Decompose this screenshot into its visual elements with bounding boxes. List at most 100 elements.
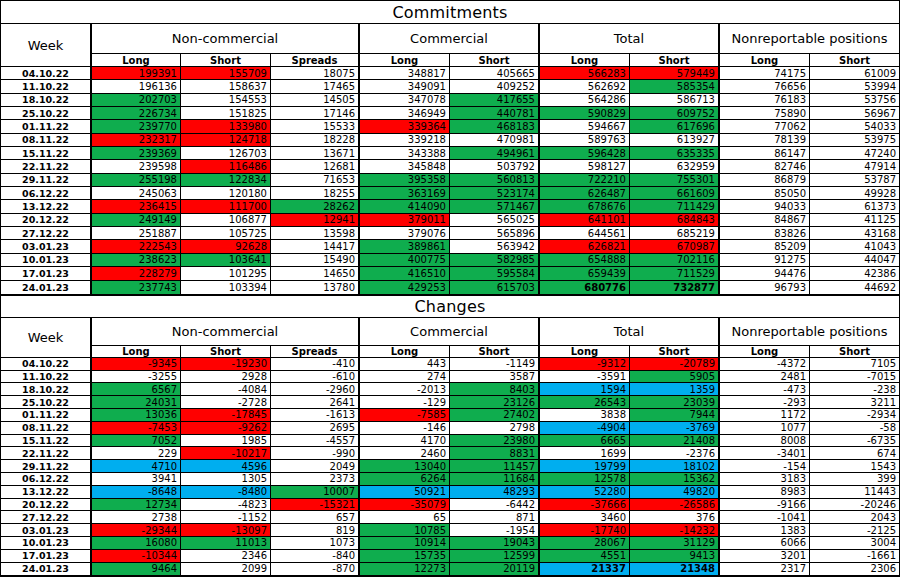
- value-cell: 53787: [810, 174, 899, 187]
- value-cell: 722210: [540, 174, 630, 187]
- value-cell: 6567: [92, 383, 181, 396]
- value-cell: 239770: [92, 120, 181, 133]
- subheader-nc-long: Long: [92, 346, 181, 358]
- group-header-non-commercial: Non-commercial: [92, 24, 360, 54]
- value-cell: 18255: [271, 187, 360, 200]
- value-cell: 53756: [810, 94, 899, 107]
- week-cell: 29.11.22: [1, 174, 92, 187]
- week-cell: 11.10.22: [1, 371, 92, 384]
- value-cell: 1543: [810, 460, 899, 473]
- value-cell: 1077: [720, 422, 810, 435]
- week-column-header: Week: [1, 24, 92, 67]
- value-cell: 685219: [630, 227, 720, 240]
- value-cell: -2125: [810, 524, 899, 537]
- changes-header: Week Non-commercial Commercial Total Non…: [1, 317, 899, 358]
- value-cell: -990: [271, 447, 360, 460]
- value-cell: 94033: [720, 200, 810, 213]
- value-cell: -238: [810, 383, 899, 396]
- value-cell: 2695: [271, 422, 360, 435]
- value-cell: 494961: [450, 147, 540, 160]
- value-cell: 702116: [630, 254, 720, 267]
- value-cell: 503792: [450, 160, 540, 173]
- commitments-table-body: 04.10.2219939115570918075348817405665566…: [1, 67, 899, 296]
- week-cell: 29.11.22: [1, 460, 92, 473]
- value-cell: 8983: [720, 486, 810, 499]
- value-cell: -1149: [450, 358, 540, 371]
- value-cell: 61009: [810, 67, 899, 80]
- value-cell: 632959: [630, 160, 720, 173]
- value-cell: 21348: [630, 563, 720, 576]
- table-row: 27.12.222738-1152657658713460376-1041204…: [1, 511, 899, 524]
- value-cell: 347078: [360, 94, 450, 107]
- value-cell: 196136: [92, 80, 181, 93]
- value-cell: -146: [360, 422, 450, 435]
- group-header-total: Total: [540, 318, 720, 346]
- subheader-nonreportable-long: Long: [720, 346, 810, 358]
- value-cell: -14232: [630, 524, 720, 537]
- value-cell: 590829: [540, 107, 630, 120]
- value-cell: 585354: [630, 80, 720, 93]
- value-cell: -37666: [540, 499, 630, 512]
- value-cell: 566283: [540, 67, 630, 80]
- value-cell: 1172: [720, 409, 810, 422]
- value-cell: 6264: [360, 473, 450, 486]
- value-cell: 111700: [181, 200, 271, 213]
- value-cell: 339218: [360, 134, 450, 147]
- subheader-nc-long: Long: [92, 54, 181, 67]
- commitments-header: Week Non-commercial Commercial Total Non…: [1, 23, 899, 67]
- value-cell: -610: [271, 371, 360, 384]
- value-cell: 582985: [450, 254, 540, 267]
- value-cell: 92628: [181, 240, 271, 253]
- value-cell: 5905: [630, 371, 720, 384]
- value-cell: 1305: [181, 473, 271, 486]
- value-cell: 56967: [810, 107, 899, 120]
- value-cell: -10217: [181, 447, 271, 460]
- value-cell: 819: [271, 524, 360, 537]
- value-cell: -8480: [181, 486, 271, 499]
- value-cell: 27402: [450, 409, 540, 422]
- week-cell: 08.11.22: [1, 422, 92, 435]
- week-cell: 13.12.22: [1, 200, 92, 213]
- value-cell: 74175: [720, 67, 810, 80]
- value-cell: 249149: [92, 214, 181, 227]
- subheader-nc-spreads: Spreads: [271, 346, 360, 358]
- value-cell: 12599: [450, 550, 540, 563]
- subheader-commercial-short: Short: [450, 346, 540, 358]
- table-row: 29.11.2247104596204913040114571979918102…: [1, 460, 899, 473]
- value-cell: 2641: [271, 396, 360, 409]
- table-row: 01.11.2223977013398015533339364468183594…: [1, 120, 899, 133]
- value-cell: 47240: [810, 147, 899, 160]
- week-column-header: Week: [1, 318, 92, 358]
- week-cell: 20.12.22: [1, 214, 92, 227]
- value-cell: 255198: [92, 174, 181, 187]
- value-cell: 48293: [450, 486, 540, 499]
- week-cell: 27.12.22: [1, 227, 92, 240]
- value-cell: 21408: [630, 435, 720, 448]
- value-cell: 251887: [92, 227, 181, 240]
- value-cell: 343388: [360, 147, 450, 160]
- value-cell: 239369: [92, 147, 181, 160]
- value-cell: 389861: [360, 240, 450, 253]
- value-cell: 414090: [360, 200, 450, 213]
- value-cell: 596428: [540, 147, 630, 160]
- value-cell: -58: [810, 422, 899, 435]
- value-cell: 26543: [540, 396, 630, 409]
- value-cell: -293: [720, 396, 810, 409]
- value-cell: 202703: [92, 94, 181, 107]
- value-cell: 43168: [810, 227, 899, 240]
- value-cell: -4557: [271, 435, 360, 448]
- value-cell: 3183: [720, 473, 810, 486]
- value-cell: -19230: [181, 358, 271, 371]
- value-cell: 4170: [360, 435, 450, 448]
- value-cell: 470981: [450, 134, 540, 147]
- value-cell: 24031: [92, 396, 181, 409]
- value-cell: 563942: [450, 240, 540, 253]
- group-header-nonreportable: Nonreportable positions: [720, 24, 899, 54]
- value-cell: 13671: [271, 147, 360, 160]
- week-cell: 18.10.22: [1, 94, 92, 107]
- value-cell: -3401: [720, 447, 810, 460]
- table-row: 18.10.2220270315455314505347078417655564…: [1, 94, 899, 107]
- value-cell: 103641: [181, 254, 271, 267]
- value-cell: 595584: [450, 267, 540, 280]
- value-cell: -20246: [810, 499, 899, 512]
